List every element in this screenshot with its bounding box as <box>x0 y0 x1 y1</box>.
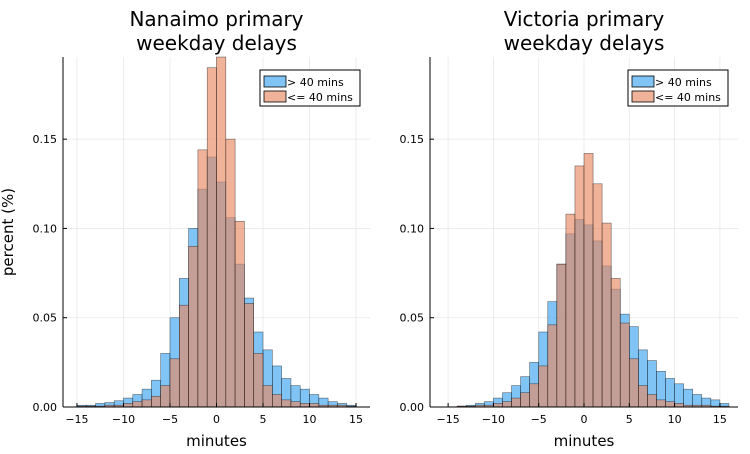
bar <box>529 383 540 408</box>
legend: > 40 mins <= 40 mins <box>627 69 729 107</box>
chart-title-line: weekday delays <box>504 31 665 55</box>
x-tick-label: 10 <box>668 413 682 426</box>
x-tick-label: 5 <box>626 413 633 426</box>
bar <box>628 358 639 408</box>
bar <box>216 56 227 408</box>
legend-label: > 40 mins <box>287 76 344 89</box>
bar <box>262 385 273 408</box>
y-axis-label: percent (%) <box>0 188 17 276</box>
bar <box>169 358 180 408</box>
bar <box>151 395 161 408</box>
bar <box>290 401 301 408</box>
y-tick-label: 0.15 <box>400 133 425 146</box>
bar <box>592 183 603 408</box>
bar <box>638 385 648 408</box>
bar <box>188 245 199 408</box>
legend-swatch <box>631 75 655 88</box>
bar <box>511 397 521 408</box>
bar <box>206 67 217 408</box>
bar <box>299 403 310 408</box>
y-tick-label: 0.00 <box>33 401 58 414</box>
bar <box>574 165 585 408</box>
chart-title-line: Nanaimo primary <box>129 7 303 31</box>
bar <box>225 138 236 408</box>
series-le40 <box>456 153 730 408</box>
bar <box>160 385 171 408</box>
x-tick-label: 10 <box>303 413 317 426</box>
bar <box>565 213 576 408</box>
chart-panel-1: −15 −10 −5 0 5 10 15 0.00 0.05 0.10 0.15 Nanaimo pr… <box>0 7 370 450</box>
bar <box>253 353 264 408</box>
bar <box>197 149 208 408</box>
bar <box>178 304 189 408</box>
bar <box>656 399 666 408</box>
y-tick-label: 0.00 <box>400 401 425 414</box>
bar <box>520 392 530 408</box>
legend-label: > 40 mins <box>655 76 712 89</box>
x-tick-label: −5 <box>531 413 547 426</box>
bar <box>674 403 684 408</box>
bar <box>610 278 621 408</box>
chart-panel-2: −15 −10 −5 0 5 10 15 0.00 0.05 0.10 0.15 Victoria p… <box>400 7 738 450</box>
x-tick-label: −10 <box>112 413 135 426</box>
bar <box>583 153 594 408</box>
x-axis-label: minutes <box>186 432 247 450</box>
legend-label: <= 40 mins <box>287 91 353 104</box>
bar <box>493 403 503 408</box>
bar <box>601 222 612 408</box>
chart-title-line: weekday delays <box>136 31 297 55</box>
bar <box>234 220 245 408</box>
y-tick-label: 0.05 <box>400 312 425 325</box>
bar <box>556 263 567 408</box>
bar <box>538 365 549 408</box>
bar <box>244 303 255 408</box>
bar <box>683 388 694 408</box>
x-tick-label: 15 <box>713 413 727 426</box>
chart-title-line: Victoria primary <box>504 7 665 31</box>
legend-swatch <box>263 75 287 88</box>
bar <box>619 322 630 408</box>
x-tick-label: −15 <box>437 413 460 426</box>
x-tick-label: 0 <box>213 413 220 426</box>
series-le40 <box>76 56 357 408</box>
legend-swatch <box>631 90 655 103</box>
bar <box>547 324 558 408</box>
x-tick-label: −5 <box>162 413 178 426</box>
bar <box>272 394 282 408</box>
x-tick-label: 0 <box>581 413 588 426</box>
x-axis-label: minutes <box>554 432 615 450</box>
bar <box>647 394 657 408</box>
bar <box>502 401 512 408</box>
bar <box>123 403 134 408</box>
bar <box>309 403 320 408</box>
legend-label: <= 40 mins <box>655 91 721 104</box>
legend: > 40 mins <= 40 mins <box>259 69 361 107</box>
bar <box>132 401 143 408</box>
legend-swatch <box>263 90 287 103</box>
bar <box>665 401 675 408</box>
x-tick-label: 15 <box>349 413 363 426</box>
bar <box>281 399 292 408</box>
x-tick-label: −15 <box>65 413 88 426</box>
y-tick-label: 0.10 <box>33 222 58 235</box>
y-tick-label: 0.10 <box>400 222 425 235</box>
bar <box>141 399 152 408</box>
y-tick-label: 0.05 <box>33 312 58 325</box>
x-tick-label: −10 <box>482 413 505 426</box>
x-tick-label: 5 <box>260 413 267 426</box>
y-tick-label: 0.15 <box>33 133 58 146</box>
